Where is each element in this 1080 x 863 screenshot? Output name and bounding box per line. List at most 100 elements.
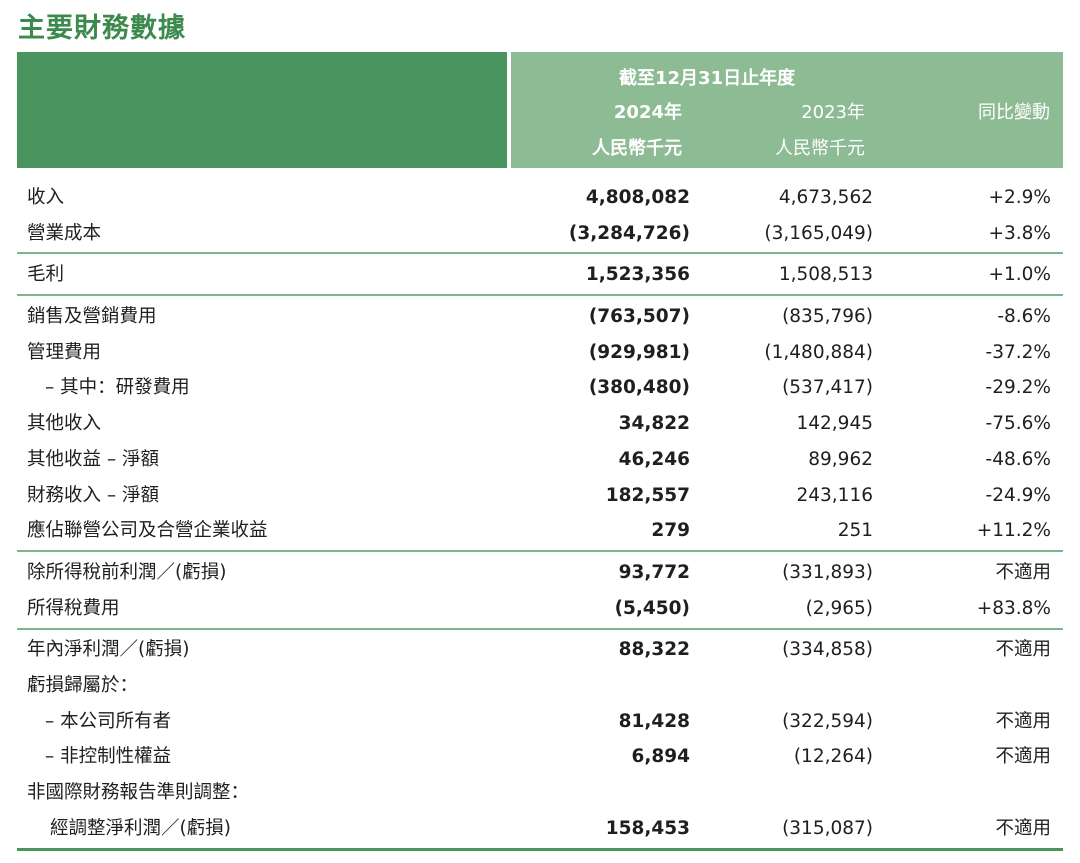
value-2024: (929,981) bbox=[588, 341, 690, 363]
divider-after-cost bbox=[17, 252, 1063, 254]
row-label: 財務收入 – 淨額 bbox=[27, 484, 160, 506]
value-2024: (380,480) bbox=[588, 377, 690, 399]
row-label: – 非控制性權益 bbox=[45, 746, 172, 768]
value-yoy: 不適用 bbox=[995, 746, 1051, 768]
table-row: 收入 4,808,082 4,673,562 +2.9% bbox=[17, 180, 1063, 216]
table-row: 其他收益 – 淨額 46,246 89,962 -48.6% bbox=[17, 442, 1063, 478]
value-2024: 34,822 bbox=[618, 413, 690, 435]
value-2023: (2,965) bbox=[805, 597, 873, 619]
value-yoy: -48.6% bbox=[985, 448, 1051, 470]
table-header: 截至12月31日止年度 2024年 人民幣千元 2023年 人民幣千元 同比變動 bbox=[17, 52, 1063, 168]
value-yoy: 不適用 bbox=[995, 817, 1051, 839]
row-label: 年內淨利潤／(虧損) bbox=[27, 639, 190, 661]
value-yoy: 不適用 bbox=[995, 710, 1051, 732]
table-body: 收入 4,808,082 4,673,562 +2.9% 營業成本 (3,284… bbox=[17, 180, 1063, 846]
value-2023: 142,945 bbox=[796, 413, 873, 435]
table-row: 毛利 1,523,356 1,508,513 +1.0% bbox=[17, 257, 1063, 293]
value-yoy: +83.8% bbox=[976, 597, 1051, 619]
value-2023: (537,417) bbox=[782, 377, 873, 399]
value-yoy: +11.2% bbox=[976, 520, 1051, 542]
value-yoy: -37.2% bbox=[985, 341, 1051, 363]
table-row: – 非控制性權益 6,894 (12,264) 不適用 bbox=[17, 739, 1063, 775]
value-2024: (763,507) bbox=[588, 306, 690, 328]
value-yoy: -75.6% bbox=[985, 413, 1051, 435]
value-2024: 88,322 bbox=[618, 639, 690, 661]
value-2023: 4,673,562 bbox=[778, 187, 873, 208]
table-row: 營業成本 (3,284,726) (3,165,049) +3.8% bbox=[17, 216, 1063, 252]
value-yoy: -24.9% bbox=[985, 484, 1051, 506]
row-label: – 其中：研發費用 bbox=[45, 377, 190, 399]
table-row: 年內淨利潤／(虧損) 88,322 (334,858) 不適用 bbox=[17, 632, 1063, 668]
table-row: 財務收入 – 淨額 182,557 243,116 -24.9% bbox=[17, 478, 1063, 514]
table-row: 所得稅費用 (5,450) (2,965) +83.8% bbox=[17, 591, 1063, 627]
page-title: 主要財務數據 bbox=[18, 13, 186, 44]
row-label: 營業成本 bbox=[27, 222, 102, 244]
header-2023-year: 2023年 bbox=[801, 102, 865, 123]
header-2023-unit: 人民幣千元 bbox=[775, 138, 865, 159]
value-yoy: +3.8% bbox=[988, 222, 1051, 244]
value-2023: (322,594) bbox=[782, 710, 873, 732]
table-row: 應佔聯營公司及合營企業收益 279 251 +11.2% bbox=[17, 513, 1063, 549]
divider-after-income-tax bbox=[17, 628, 1063, 630]
row-label: 管理費用 bbox=[27, 341, 102, 363]
value-yoy: 不適用 bbox=[995, 561, 1051, 583]
value-2023: 251 bbox=[837, 520, 873, 542]
value-2023: 89,962 bbox=[808, 448, 873, 470]
divider-after-share-of-results bbox=[17, 550, 1063, 552]
value-2024: 46,246 bbox=[618, 448, 690, 470]
value-2023: (1,480,884) bbox=[764, 341, 873, 363]
value-2023: (3,165,049) bbox=[764, 222, 873, 244]
header-yoy: 同比變動 bbox=[978, 102, 1050, 123]
row-label: 銷售及營銷費用 bbox=[27, 306, 157, 328]
value-2023: (334,858) bbox=[782, 639, 873, 661]
header-values-block bbox=[511, 52, 1063, 168]
row-label: 所得稅費用 bbox=[27, 597, 120, 619]
value-2024: 1,523,356 bbox=[585, 264, 690, 286]
header-2024-year: 2024年 bbox=[613, 102, 682, 123]
value-2024: 182,557 bbox=[605, 484, 690, 506]
value-2023: (315,087) bbox=[782, 817, 873, 839]
value-2024: 93,772 bbox=[618, 561, 690, 583]
value-2024: 158,453 bbox=[605, 817, 690, 839]
value-2023: (12,264) bbox=[793, 746, 873, 768]
row-label: 其他收益 – 淨額 bbox=[27, 448, 160, 470]
value-2024: (3,284,726) bbox=[568, 222, 690, 244]
table-bottom-rule bbox=[17, 848, 1063, 851]
value-2023: 1,508,513 bbox=[778, 264, 873, 286]
table-row: 非國際財務報告準則調整： bbox=[17, 775, 1063, 811]
value-yoy: 不適用 bbox=[995, 639, 1051, 661]
table-row: 虧損歸屬於： bbox=[17, 668, 1063, 704]
row-label: – 本公司所有者 bbox=[45, 710, 172, 732]
row-label: 其他收入 bbox=[27, 413, 102, 435]
table-row: 其他收入 34,822 142,945 -75.6% bbox=[17, 406, 1063, 442]
value-2023: 243,116 bbox=[796, 484, 873, 506]
value-yoy: -8.6% bbox=[997, 306, 1051, 328]
row-label: 除所得稅前利潤／(虧損) bbox=[27, 561, 227, 583]
value-2023: (835,796) bbox=[782, 306, 873, 328]
table-row: 管理費用 (929,981) (1,480,884) -37.2% bbox=[17, 335, 1063, 371]
table-row: – 本公司所有者 81,428 (322,594) 不適用 bbox=[17, 704, 1063, 740]
header-2024-unit: 人民幣千元 bbox=[592, 138, 682, 159]
value-2024: 81,428 bbox=[618, 710, 690, 732]
table-row: 銷售及營銷費用 (763,507) (835,796) -8.6% bbox=[17, 299, 1063, 335]
row-label: 應佔聯營公司及合營企業收益 bbox=[27, 520, 268, 542]
row-label: 收入 bbox=[27, 187, 65, 208]
divider-after-gross-profit bbox=[17, 294, 1063, 296]
header-period: 截至12月31日止年度 bbox=[619, 68, 796, 89]
table-row: – 其中：研發費用 (380,480) (537,417) -29.2% bbox=[17, 370, 1063, 406]
value-2024: (5,450) bbox=[614, 597, 690, 619]
row-label: 經調整淨利潤／(虧損) bbox=[50, 817, 231, 839]
row-label: 虧損歸屬於： bbox=[27, 674, 139, 696]
value-2024: 279 bbox=[651, 520, 690, 542]
table-row: 經調整淨利潤／(虧損) 158,453 (315,087) 不適用 bbox=[17, 811, 1063, 847]
value-yoy: +2.9% bbox=[988, 187, 1051, 208]
value-2024: 4,808,082 bbox=[585, 187, 690, 208]
value-2023: (331,893) bbox=[782, 561, 873, 583]
value-yoy: -29.2% bbox=[985, 377, 1051, 399]
header-label-column bbox=[17, 52, 507, 168]
table-row: 除所得稅前利潤／(虧損) 93,772 (331,893) 不適用 bbox=[17, 555, 1063, 591]
value-yoy: +1.0% bbox=[988, 264, 1051, 286]
row-label: 非國際財務報告準則調整： bbox=[27, 782, 250, 803]
value-2024: 6,894 bbox=[631, 746, 690, 768]
